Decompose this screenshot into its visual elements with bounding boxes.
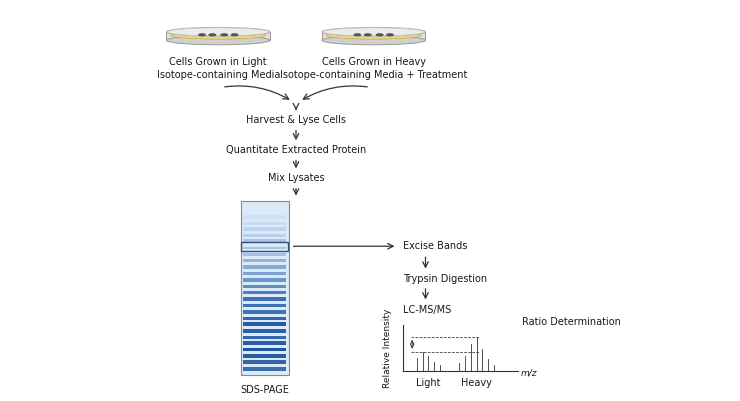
Bar: [240, 200, 289, 375]
Ellipse shape: [166, 36, 270, 45]
Bar: [243, 336, 286, 339]
Text: Mix Lysates: Mix Lysates: [268, 174, 324, 183]
Text: Heavy: Heavy: [461, 378, 492, 388]
Bar: [243, 317, 286, 320]
Ellipse shape: [376, 34, 383, 36]
Text: m/z: m/z: [521, 369, 537, 377]
Bar: [243, 291, 286, 294]
Ellipse shape: [322, 27, 425, 36]
Text: Harvest & Lyse Cells: Harvest & Lyse Cells: [246, 115, 346, 125]
Ellipse shape: [364, 34, 371, 36]
Bar: [243, 310, 286, 314]
Text: Trypsin Digestion: Trypsin Digestion: [403, 274, 488, 284]
Text: Ratio Determination: Ratio Determination: [522, 317, 621, 326]
Ellipse shape: [171, 31, 266, 39]
Bar: [243, 360, 286, 364]
Text: Quantitate Extracted Protein: Quantitate Extracted Protein: [226, 146, 366, 155]
Bar: [243, 253, 286, 256]
Bar: [243, 222, 286, 225]
Ellipse shape: [221, 34, 228, 36]
Ellipse shape: [326, 31, 421, 39]
Bar: [243, 259, 286, 262]
Bar: [243, 285, 286, 288]
Polygon shape: [322, 32, 425, 40]
Ellipse shape: [166, 27, 270, 36]
Text: Excise Bands: Excise Bands: [403, 241, 468, 251]
Bar: [243, 272, 286, 275]
Polygon shape: [166, 32, 270, 40]
Bar: [243, 322, 286, 326]
Bar: [243, 297, 286, 301]
Bar: [243, 367, 286, 371]
Bar: [243, 304, 286, 307]
Bar: [243, 234, 286, 237]
Ellipse shape: [386, 34, 394, 36]
Ellipse shape: [209, 34, 216, 36]
Text: SDS-PAGE: SDS-PAGE: [240, 385, 289, 395]
Text: Relative Intensity: Relative Intensity: [383, 308, 391, 387]
Bar: [241, 242, 288, 251]
Ellipse shape: [322, 36, 425, 45]
Bar: [243, 348, 286, 351]
Bar: [243, 329, 286, 333]
Text: Cells Grown in Heavy
Isotope-containing Media + Treatment: Cells Grown in Heavy Isotope-containing …: [280, 57, 468, 79]
Ellipse shape: [231, 34, 238, 36]
Ellipse shape: [354, 34, 361, 36]
Text: Cells Grown in Light
Isotope-containing Media: Cells Grown in Light Isotope-containing …: [157, 57, 280, 79]
Bar: [243, 354, 286, 358]
Text: Light: Light: [416, 378, 441, 388]
Bar: [243, 227, 286, 231]
Bar: [243, 265, 286, 269]
Bar: [243, 341, 286, 345]
Bar: [243, 247, 286, 249]
Ellipse shape: [198, 34, 206, 36]
Text: LC-MS/MS: LC-MS/MS: [403, 305, 451, 314]
Bar: [243, 239, 286, 243]
Bar: [243, 215, 286, 219]
Bar: [243, 278, 286, 282]
